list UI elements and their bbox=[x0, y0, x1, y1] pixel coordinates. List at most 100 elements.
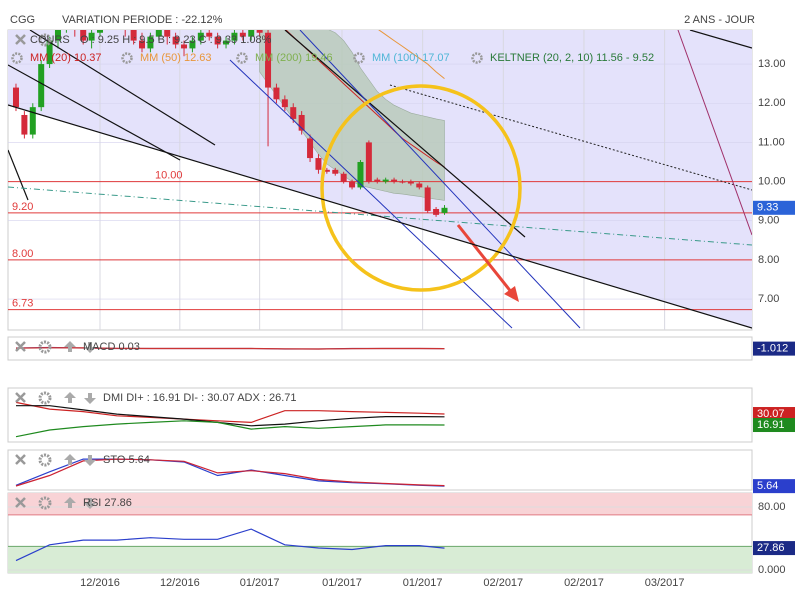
up-icon bbox=[64, 392, 76, 403]
candle-body bbox=[416, 183, 423, 188]
symbol: CGG bbox=[10, 14, 35, 26]
candle-body bbox=[357, 161, 364, 188]
arrow-head bbox=[504, 286, 519, 302]
candle-body bbox=[147, 36, 154, 49]
legend-entry: MM (20) 10.37 bbox=[30, 52, 102, 64]
settings-icon bbox=[38, 496, 52, 510]
close-icon bbox=[15, 34, 26, 45]
candle-body bbox=[206, 32, 213, 37]
candle-body bbox=[399, 181, 406, 183]
candle-body bbox=[307, 138, 314, 159]
panel-tools bbox=[15, 340, 96, 354]
value-badge bbox=[753, 200, 795, 215]
candle-body bbox=[54, 30, 61, 41]
timeframe: 2 ANS - JOUR bbox=[684, 14, 755, 26]
legend-entry: KELTNER (20, 2, 10) 11.56 - 9.52 bbox=[490, 52, 654, 64]
candle-body bbox=[256, 30, 263, 33]
arrow bbox=[456, 224, 514, 294]
annotations bbox=[8, 30, 752, 329]
candle-body bbox=[189, 40, 196, 49]
close-icon bbox=[15, 392, 26, 403]
foreground: 12/2016 12/2016 01/2017 01/2017 01/2017 02/20… bbox=[11, 33, 795, 589]
trend-line bbox=[284, 30, 526, 238]
settings-icon bbox=[236, 52, 248, 64]
y-tick-label: 12.00 bbox=[758, 97, 786, 109]
legend-quote: O : 9.25 H : 9.5 B : 9.23 C : 9.33 1.08% bbox=[80, 34, 272, 46]
x-tick-label: 01/2017 bbox=[403, 577, 443, 589]
panel-tools bbox=[15, 453, 96, 467]
candle-body bbox=[441, 207, 448, 213]
candle-body bbox=[248, 30, 255, 37]
panel-legend: STO 5.64 bbox=[103, 454, 150, 466]
settings-icon bbox=[121, 52, 133, 64]
candle-body bbox=[155, 30, 162, 37]
legend-entry: MM (200) 19.46 bbox=[255, 52, 333, 64]
highlight-circle bbox=[320, 84, 522, 292]
value-badge bbox=[753, 418, 795, 433]
candle-body bbox=[197, 32, 204, 41]
x-tick-label: 02/2017 bbox=[483, 577, 523, 589]
trend-line bbox=[389, 84, 752, 191]
candle-body bbox=[391, 179, 398, 182]
candle-body bbox=[315, 158, 322, 170]
legend-entry: MM (100) 17.07 bbox=[372, 52, 450, 64]
moving-average bbox=[378, 30, 445, 79]
candle-body bbox=[407, 181, 414, 184]
candle-body bbox=[181, 44, 188, 49]
candle-body bbox=[433, 208, 440, 215]
trend-line bbox=[229, 59, 513, 329]
value-badge bbox=[753, 541, 795, 556]
trend-line bbox=[299, 30, 581, 329]
candle-body bbox=[298, 114, 305, 131]
value-badge-label: 16.91 bbox=[757, 419, 785, 431]
indicator-line bbox=[15, 528, 445, 562]
candle-body bbox=[21, 114, 28, 135]
close-icon bbox=[15, 341, 26, 352]
up-icon bbox=[64, 454, 76, 465]
candle-body bbox=[172, 36, 179, 45]
value-badge-label: 5.64 bbox=[757, 480, 778, 492]
legend-main: COURS bbox=[30, 34, 70, 46]
y-tick-label: 80.00 bbox=[758, 501, 786, 513]
y-tick-label: 13.00 bbox=[758, 58, 786, 70]
candle-body bbox=[214, 36, 221, 45]
candle-body bbox=[349, 181, 356, 188]
candle-body bbox=[29, 107, 36, 135]
candle-body bbox=[223, 40, 230, 45]
candle-body bbox=[323, 169, 330, 172]
trend-line bbox=[689, 30, 752, 49]
down-icon bbox=[84, 342, 96, 353]
x-tick-label: 12/2016 bbox=[160, 577, 200, 589]
close-icon bbox=[15, 497, 26, 508]
y-tick-label: 8.00 bbox=[758, 254, 779, 266]
x-tick-label: 01/2017 bbox=[240, 577, 280, 589]
level-label: 9.20 bbox=[12, 201, 33, 213]
settings-icon bbox=[471, 52, 483, 64]
x-tick-label: 03/2017 bbox=[645, 577, 685, 589]
variation: VARIATION PERIODE : -22.12% bbox=[62, 14, 223, 26]
candle-body bbox=[290, 107, 297, 119]
candle-body bbox=[80, 30, 87, 41]
value-badge bbox=[753, 407, 795, 422]
candle-body bbox=[374, 179, 381, 182]
candle-body bbox=[88, 32, 95, 41]
candle-body bbox=[97, 30, 104, 33]
candle-body bbox=[273, 87, 280, 100]
candle-body bbox=[46, 40, 53, 65]
settings-icon bbox=[38, 33, 52, 47]
y-tick-label: 10.00 bbox=[758, 175, 786, 187]
panel-legend: MACD 0.03 bbox=[83, 341, 140, 353]
indicator-line bbox=[16, 405, 445, 427]
settings-icon bbox=[38, 391, 52, 405]
level-label: 6.73 bbox=[12, 298, 33, 310]
overbought-zone bbox=[8, 493, 752, 515]
candle-body bbox=[382, 179, 389, 182]
candle-body bbox=[281, 99, 288, 108]
candle-body bbox=[164, 30, 171, 37]
oversold-zone bbox=[8, 546, 752, 573]
value-badge-label: 9.33 bbox=[757, 202, 778, 214]
close-icon bbox=[15, 454, 26, 465]
value-badge-label: -1.012 bbox=[757, 343, 788, 355]
panel-legend: DMI DI+ : 16.91 DI- : 30.07 ADX : 26.71 bbox=[103, 392, 297, 404]
